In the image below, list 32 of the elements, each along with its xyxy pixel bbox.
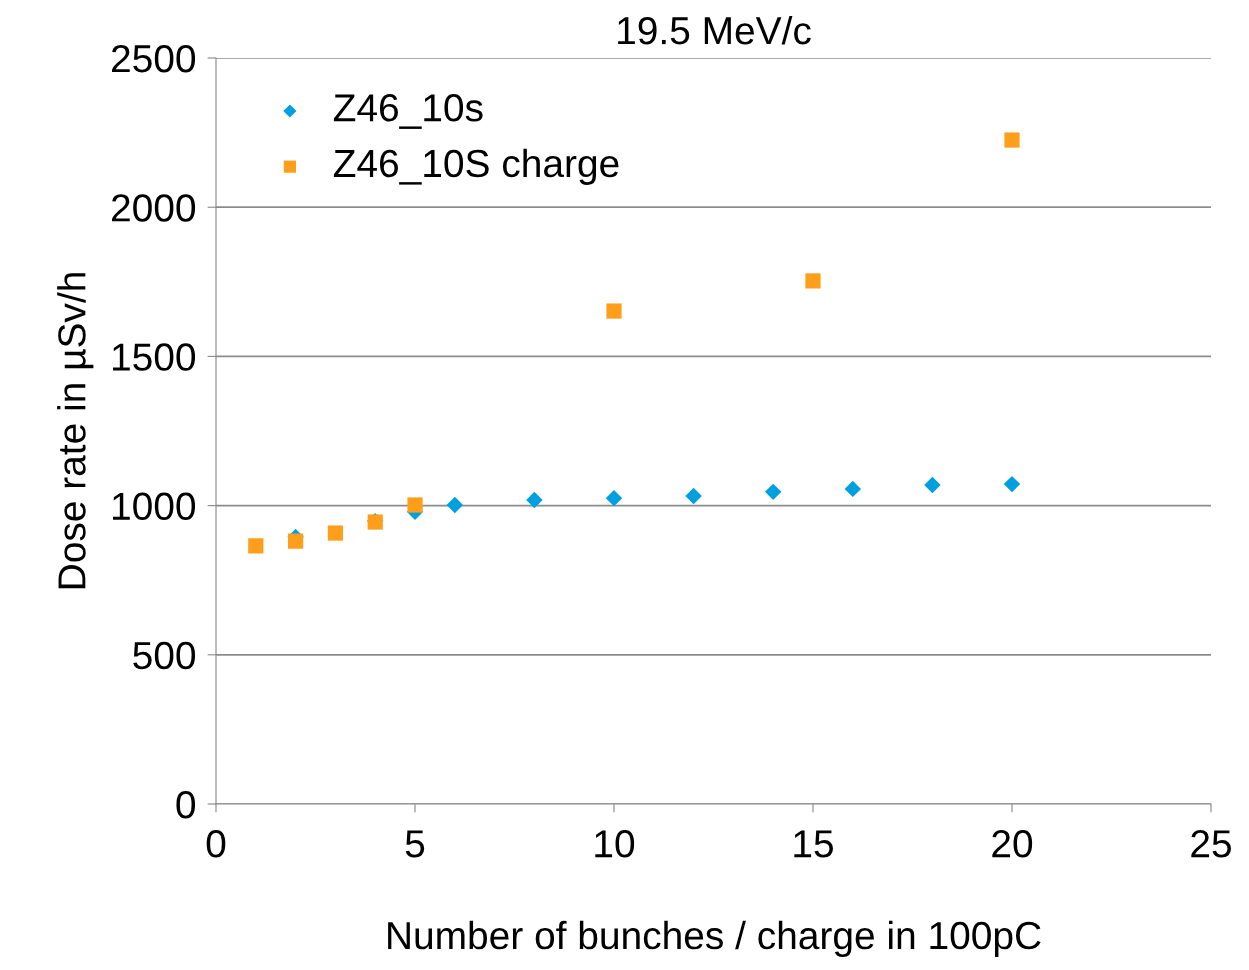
y-tick-label: 2500 [112,44,196,73]
point [685,487,702,505]
y-tick-label: 1500 [113,343,196,371]
point [805,273,821,289]
y-tick-label: 500 [133,641,196,670]
y-axis-title: Dose rate in µSv/h [57,273,94,589]
point [526,491,543,509]
x-axis-title: Number of bunches / charge in 100pC [388,920,1041,958]
legend-label: Z46_10s [333,94,483,129]
point [1003,475,1021,493]
point [844,480,862,498]
point [606,303,622,319]
point [605,489,623,507]
point [327,525,344,541]
point [924,476,941,494]
x-tick-label: 25 [1191,830,1231,858]
chart-title: 19.5 MeV/c [618,15,811,45]
legend-label: Z46_10S charge [333,148,619,185]
y-tick-label: 2000 [112,194,196,222]
x-tick-label: 10 [595,830,635,858]
x-tick-label: 0 [206,830,226,858]
point [446,496,464,514]
x-tick-label: 5 [405,830,425,858]
x-tick-label: 15 [794,830,833,858]
point [764,483,782,501]
y-tick-label: 0 [176,790,196,819]
x-tick-label: 20 [992,830,1033,858]
point [1004,132,1020,148]
y-tick-label: 1000 [113,492,196,521]
point [248,538,264,554]
point [407,497,423,513]
point [287,533,304,549]
